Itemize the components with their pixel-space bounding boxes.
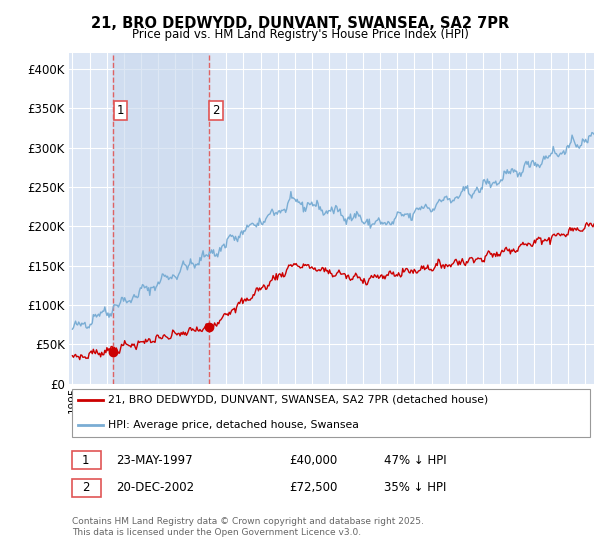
- Text: £40,000: £40,000: [290, 454, 338, 467]
- Text: HPI: Average price, detached house, Swansea: HPI: Average price, detached house, Swan…: [109, 419, 359, 430]
- Text: 21, BRO DEDWYDD, DUNVANT, SWANSEA, SA2 7PR: 21, BRO DEDWYDD, DUNVANT, SWANSEA, SA2 7…: [91, 16, 509, 31]
- Text: 2: 2: [212, 104, 220, 118]
- Text: Contains HM Land Registry data © Crown copyright and database right 2025.
This d: Contains HM Land Registry data © Crown c…: [71, 517, 424, 536]
- Text: 21, BRO DEDWYDD, DUNVANT, SWANSEA, SA2 7PR (detached house): 21, BRO DEDWYDD, DUNVANT, SWANSEA, SA2 7…: [109, 395, 488, 405]
- Text: 47% ↓ HPI: 47% ↓ HPI: [384, 454, 446, 467]
- Text: 23-MAY-1997: 23-MAY-1997: [116, 454, 193, 467]
- Text: 20-DEC-2002: 20-DEC-2002: [116, 482, 194, 494]
- FancyBboxPatch shape: [71, 389, 590, 437]
- Text: 2: 2: [82, 482, 89, 494]
- Text: 35% ↓ HPI: 35% ↓ HPI: [384, 482, 446, 494]
- FancyBboxPatch shape: [71, 451, 101, 469]
- Text: 1: 1: [116, 104, 124, 118]
- Text: £72,500: £72,500: [290, 482, 338, 494]
- Text: 1: 1: [82, 454, 89, 467]
- FancyBboxPatch shape: [71, 479, 101, 497]
- Bar: [113, 53, 209, 384]
- Text: Price paid vs. HM Land Registry's House Price Index (HPI): Price paid vs. HM Land Registry's House …: [131, 28, 469, 41]
